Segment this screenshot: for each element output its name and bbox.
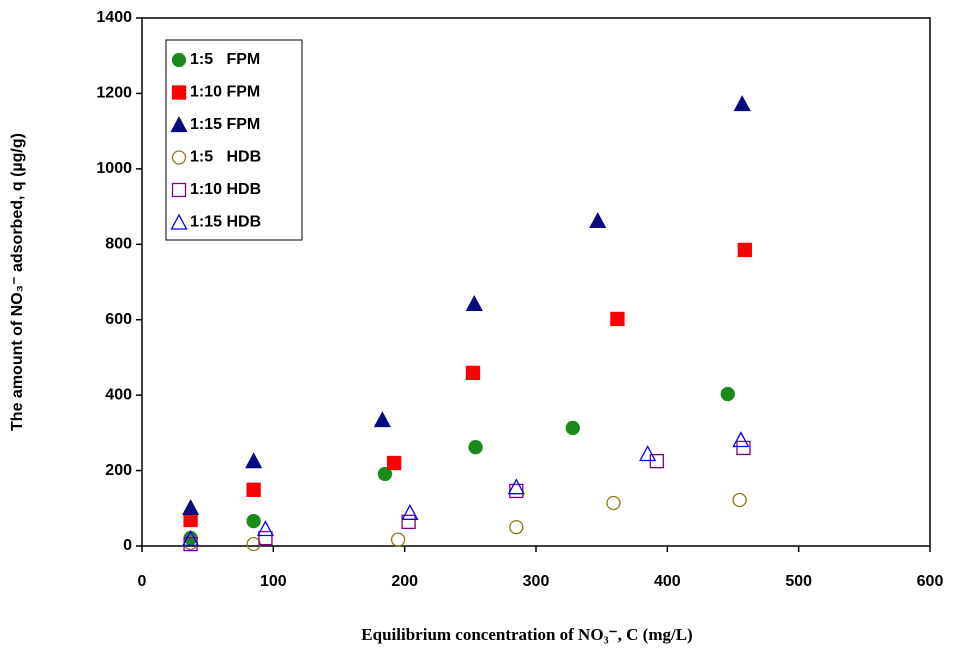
point xyxy=(246,513,261,529)
x-tick-label: 0 xyxy=(138,573,147,590)
point xyxy=(465,294,483,312)
x-tick-label: 200 xyxy=(391,573,418,590)
point xyxy=(509,483,524,499)
point xyxy=(610,311,625,327)
point xyxy=(246,482,261,497)
point xyxy=(401,514,416,530)
point xyxy=(171,150,187,165)
x-tick-label: 400 xyxy=(654,573,681,590)
point xyxy=(373,411,391,428)
point xyxy=(256,520,275,537)
point xyxy=(565,420,580,436)
point xyxy=(509,519,524,535)
x-tick-label: 500 xyxy=(785,573,812,590)
point xyxy=(171,52,187,68)
x-tick-label: 300 xyxy=(523,573,550,590)
x-tick-label: 100 xyxy=(260,573,287,590)
legend-label: 1:15 HDB xyxy=(190,214,261,231)
point xyxy=(171,85,187,100)
point xyxy=(732,431,750,448)
point xyxy=(507,478,525,495)
point xyxy=(245,452,263,469)
legend-label: 1:15 FPM xyxy=(190,116,260,133)
point xyxy=(468,440,483,455)
legend-label: 1:10 FPM xyxy=(190,84,260,101)
y-tick-label: 200 xyxy=(105,462,132,479)
point xyxy=(737,242,752,258)
x-tick-label: 600 xyxy=(917,573,944,590)
y-tick-label: 400 xyxy=(105,386,132,403)
y-tick-label: 800 xyxy=(105,236,132,253)
point xyxy=(170,213,188,230)
point xyxy=(649,453,664,469)
point xyxy=(390,532,406,547)
point xyxy=(720,386,735,402)
point xyxy=(733,95,751,112)
point xyxy=(732,492,747,508)
legend-label: 1:5 FPM xyxy=(190,51,260,68)
point xyxy=(465,365,481,381)
point xyxy=(589,212,607,229)
legend-label: 1:10 HDB xyxy=(190,181,261,198)
point xyxy=(401,503,419,520)
y-tick-label: 600 xyxy=(105,311,132,328)
y-tick-label: 1400 xyxy=(96,9,132,26)
point xyxy=(170,116,188,133)
x-axis-label: Equilibrium concentration of NO₃⁻, C (mg… xyxy=(361,625,692,644)
point xyxy=(377,466,393,482)
point xyxy=(182,499,200,516)
point xyxy=(258,530,273,546)
legend-label: 1:5 HDB xyxy=(190,149,261,166)
point xyxy=(182,529,200,546)
y-axis-label: The amount of NO₃⁻ adsorbed, q (µg/g) xyxy=(9,133,26,431)
point xyxy=(639,445,657,462)
legend-box xyxy=(165,39,303,241)
y-tick-label: 1200 xyxy=(96,85,132,102)
point xyxy=(387,455,402,471)
point xyxy=(183,512,198,528)
point xyxy=(606,495,621,511)
point xyxy=(171,182,187,198)
point xyxy=(246,536,261,552)
point xyxy=(736,440,751,456)
y-tick-label: 1000 xyxy=(96,160,132,177)
y-tick-label: 0 xyxy=(123,537,132,554)
